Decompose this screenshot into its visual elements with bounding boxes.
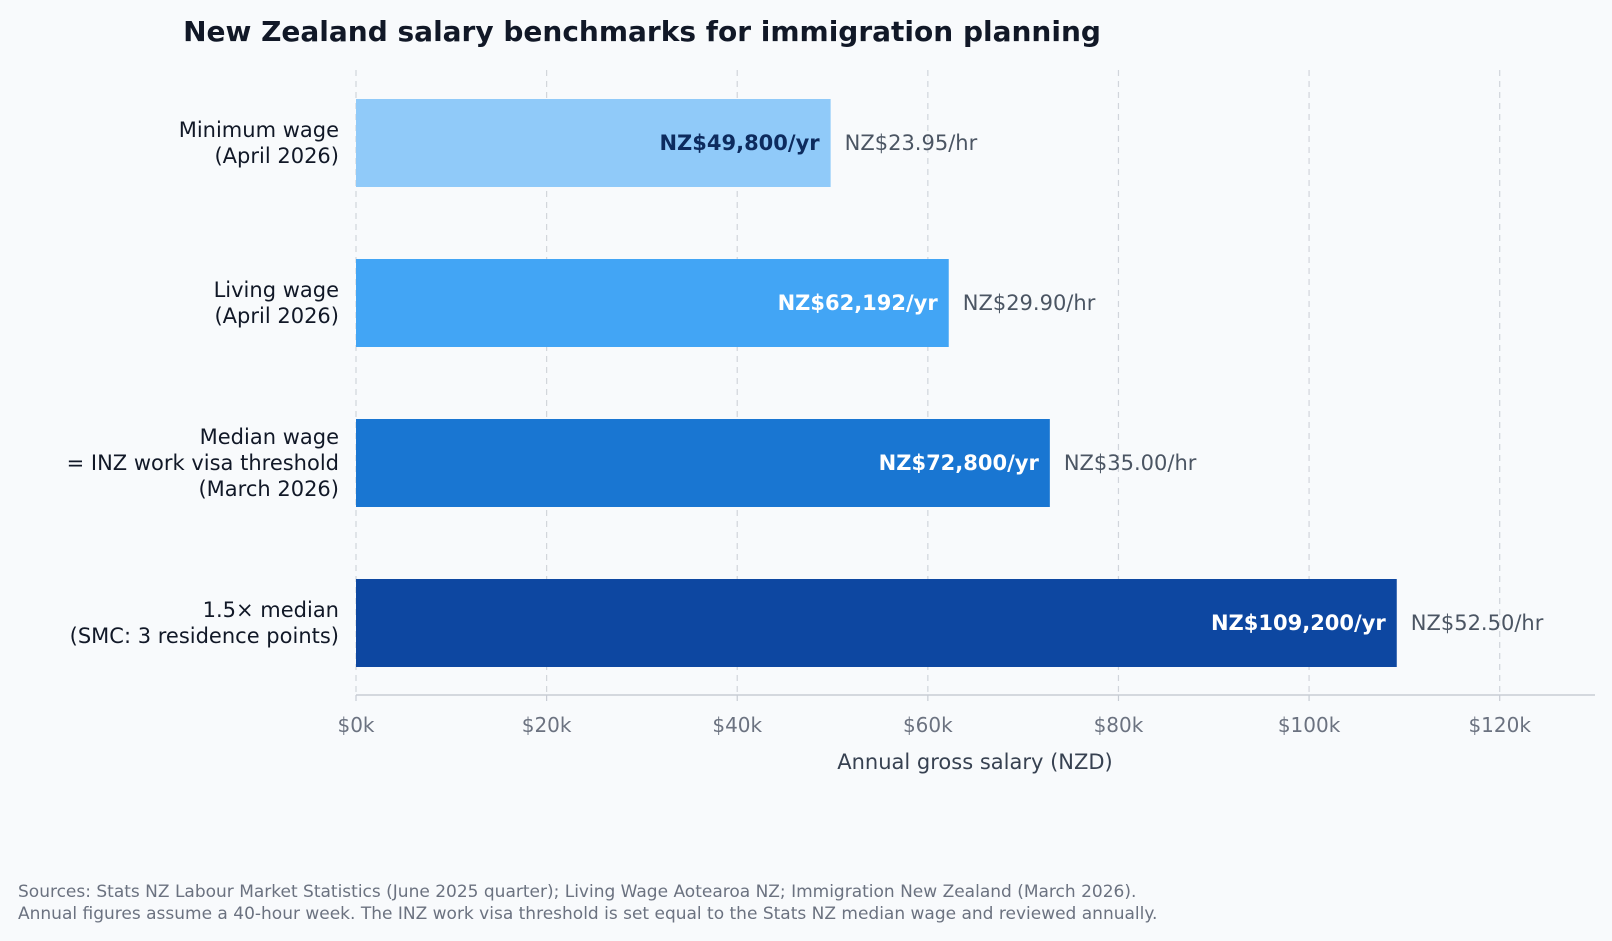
category-label: (April 2026)	[214, 304, 339, 328]
x-tick-label: $20k	[522, 713, 572, 737]
category-label: = INZ work visa threshold	[67, 451, 339, 475]
bar	[356, 579, 1397, 667]
category-label: 1.5× median	[203, 598, 339, 622]
bar	[356, 259, 949, 347]
category-label: Median wage	[200, 425, 339, 449]
x-tick-label: $120k	[1468, 713, 1531, 737]
bar-annual-label: NZ$49,800/yr	[659, 131, 820, 155]
x-axis-ticks: $0k $20k $40k $60k $80k $100k $120k	[337, 695, 1531, 737]
x-tick-label: $80k	[1094, 713, 1144, 737]
x-tick-label: $60k	[903, 713, 953, 737]
bar	[356, 419, 1050, 507]
category-label: (April 2026)	[214, 144, 339, 168]
chart-title: New Zealand salary benchmarks for immigr…	[183, 15, 1101, 48]
category-label: Minimum wage	[179, 118, 339, 142]
x-axis-title: Annual gross salary (NZD)	[837, 750, 1112, 774]
bar-hourly-label: NZ$52.50/hr	[1411, 611, 1544, 635]
bar-annual-label: NZ$62,192/yr	[778, 291, 939, 315]
bar-annual-label: NZ$109,200/yr	[1211, 611, 1386, 635]
bar-hourly-label: NZ$35.00/hr	[1064, 451, 1197, 475]
bar-annual-label: NZ$72,800/yr	[879, 451, 1040, 475]
category-label: (SMC: 3 residence points)	[70, 624, 339, 648]
category-labels: Minimum wage(April 2026)Living wage(Apri…	[67, 118, 339, 648]
bar	[356, 99, 831, 187]
category-label: (March 2026)	[198, 477, 339, 501]
x-tick-label: $40k	[712, 713, 762, 737]
bar-hourly-label: NZ$29.90/hr	[963, 291, 1096, 315]
bar-hourly-label: NZ$23.95/hr	[845, 131, 978, 155]
x-tick-label: $0k	[337, 713, 374, 737]
source-note-line1: Sources: Stats NZ Labour Market Statisti…	[18, 882, 1136, 902]
source-note-line2: Annual figures assume a 40-hour week. Th…	[18, 904, 1157, 924]
category-label: Living wage	[214, 278, 339, 302]
bars-group: NZ$49,800/yr NZ$23.95/hr NZ$62,192/yr NZ$29…	[356, 99, 1544, 667]
x-tick-label: $100k	[1278, 713, 1341, 737]
